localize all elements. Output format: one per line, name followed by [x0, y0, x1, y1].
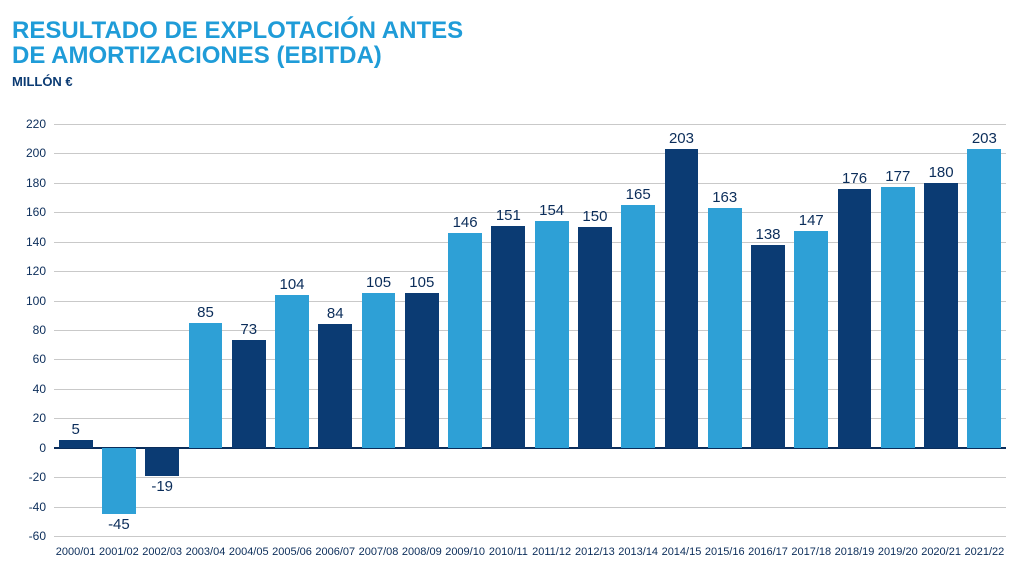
- bar-value-label: 151: [496, 207, 521, 224]
- y-tick-label: 180: [26, 176, 46, 190]
- x-tick-label: 2008/09: [402, 546, 442, 558]
- y-tick-label: 120: [26, 264, 46, 278]
- bar: [708, 208, 742, 448]
- bar: [275, 295, 309, 448]
- y-tick-label: 0: [39, 441, 46, 455]
- x-tick-label: 2002/03: [142, 546, 182, 558]
- x-tick-label: 2016/17: [748, 546, 788, 558]
- x-tick-label: 2020/21: [921, 546, 961, 558]
- bar: [145, 448, 179, 476]
- bar-value-label: 105: [409, 274, 434, 291]
- bar: [967, 149, 1001, 448]
- x-tick-label: 2011/12: [532, 546, 571, 558]
- y-tick-label: 220: [26, 117, 46, 131]
- bar: [362, 293, 396, 448]
- bar: [232, 340, 266, 447]
- y-tick-label: 100: [26, 294, 46, 308]
- bar: [751, 245, 785, 448]
- bar-value-label: -45: [108, 516, 130, 533]
- grid-line: [54, 124, 1006, 125]
- bar-value-label: 163: [712, 189, 737, 206]
- bar-value-label: 154: [539, 202, 564, 219]
- x-tick-label: 2019/20: [878, 546, 918, 558]
- x-tick-label: 2018/19: [835, 546, 875, 558]
- bar-value-label: 203: [669, 130, 694, 147]
- chart-title: RESULTADO DE EXPLOTACIÓN ANTES DE AMORTI…: [12, 18, 1012, 68]
- bar-value-label: 203: [972, 130, 997, 147]
- bar-value-label: 5: [71, 421, 79, 438]
- bar-value-label: 104: [279, 276, 304, 293]
- bar-value-label: 84: [327, 305, 344, 322]
- bar: [318, 324, 352, 448]
- y-tick-label: -40: [29, 500, 46, 514]
- bar: [102, 448, 136, 514]
- grid-line: [54, 507, 1006, 508]
- y-tick-label: 20: [33, 411, 46, 425]
- bar: [189, 323, 223, 448]
- bar: [794, 231, 828, 447]
- x-tick-label: 2013/14: [618, 546, 658, 558]
- bar-value-label: 146: [453, 214, 478, 231]
- chart-title-line2: DE AMORTIZACIONES (EBITDA): [12, 43, 1012, 68]
- bar-value-label: 138: [755, 226, 780, 243]
- y-tick-label: -60: [29, 529, 46, 543]
- x-tick-label: 2004/05: [229, 546, 269, 558]
- chart-subtitle: MILLÓN €: [12, 74, 1012, 89]
- x-tick-label: 2010/11: [489, 546, 528, 558]
- grid-line: [54, 153, 1006, 154]
- x-tick-label: 2012/13: [575, 546, 615, 558]
- y-tick-label: 60: [33, 352, 46, 366]
- bar-chart: -60-40-200204060801001201401601802002205…: [54, 124, 1006, 536]
- bar-value-label: 85: [197, 304, 214, 321]
- x-tick-label: 2021/22: [964, 546, 1004, 558]
- bar-value-label: 150: [582, 208, 607, 225]
- bar: [924, 183, 958, 448]
- plot-area: -60-40-200204060801001201401601802002205…: [54, 124, 1006, 536]
- bar-value-label: 176: [842, 170, 867, 187]
- y-tick-label: -20: [29, 470, 46, 484]
- bar-value-label: 165: [626, 186, 651, 203]
- x-tick-label: 2005/06: [272, 546, 312, 558]
- x-tick-label: 2000/01: [56, 546, 96, 558]
- x-tick-label: 2001/02: [99, 546, 139, 558]
- y-tick-label: 40: [33, 382, 46, 396]
- bar: [59, 440, 93, 447]
- grid-line: [54, 536, 1006, 537]
- x-tick-label: 2006/07: [315, 546, 355, 558]
- y-tick-label: 160: [26, 205, 46, 219]
- x-tick-label: 2009/10: [445, 546, 485, 558]
- chart-title-line1: RESULTADO DE EXPLOTACIÓN ANTES: [12, 18, 1012, 43]
- x-tick-label: 2017/18: [791, 546, 831, 558]
- x-tick-label: 2014/15: [662, 546, 702, 558]
- bar: [665, 149, 699, 448]
- bar: [535, 221, 569, 448]
- bar: [838, 189, 872, 448]
- bar-value-label: 105: [366, 274, 391, 291]
- x-tick-label: 2007/08: [359, 546, 399, 558]
- y-tick-label: 80: [33, 323, 46, 337]
- bar: [881, 187, 915, 447]
- bar: [448, 233, 482, 448]
- x-tick-label: 2015/16: [705, 546, 745, 558]
- bar: [405, 293, 439, 448]
- y-tick-label: 140: [26, 235, 46, 249]
- bar: [491, 226, 525, 448]
- bar-value-label: -19: [151, 478, 173, 495]
- grid-line: [54, 477, 1006, 478]
- bar: [578, 227, 612, 448]
- x-tick-label: 2003/04: [186, 546, 226, 558]
- bar-value-label: 177: [885, 168, 910, 185]
- bar-value-label: 147: [799, 212, 824, 229]
- bar-value-label: 180: [929, 164, 954, 181]
- bar-value-label: 73: [240, 321, 257, 338]
- y-tick-label: 200: [26, 146, 46, 160]
- bar: [621, 205, 655, 448]
